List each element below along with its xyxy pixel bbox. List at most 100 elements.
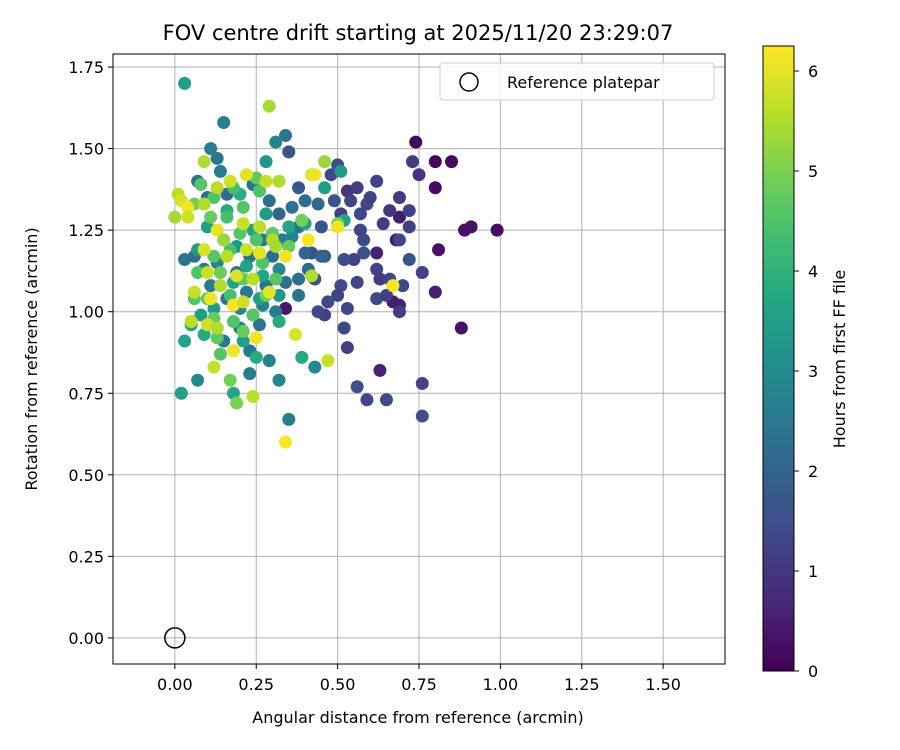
data-point bbox=[311, 305, 325, 319]
x-tick-label: 1.50 bbox=[645, 675, 681, 694]
data-points bbox=[168, 76, 504, 449]
data-point bbox=[239, 259, 253, 273]
data-point bbox=[249, 331, 263, 345]
data-point bbox=[233, 226, 247, 240]
data-point bbox=[353, 207, 367, 221]
data-point bbox=[288, 328, 302, 342]
colorbar-tick-label: 2 bbox=[808, 462, 818, 481]
data-point bbox=[220, 210, 234, 224]
data-point bbox=[197, 197, 211, 211]
data-point bbox=[350, 380, 364, 394]
data-point bbox=[252, 220, 266, 234]
data-point bbox=[295, 213, 309, 227]
data-point bbox=[259, 174, 273, 188]
legend-label: Reference platepar bbox=[507, 73, 660, 92]
data-point bbox=[246, 308, 260, 322]
y-tick-label: 1.75 bbox=[68, 58, 104, 77]
data-point bbox=[324, 168, 338, 182]
data-point bbox=[370, 246, 384, 260]
data-point bbox=[331, 288, 345, 302]
colorbar-tick-label: 6 bbox=[808, 62, 818, 81]
data-point bbox=[360, 393, 374, 407]
data-point bbox=[314, 220, 328, 234]
data-point bbox=[213, 164, 227, 178]
legend: Reference platepar bbox=[439, 62, 715, 101]
data-point bbox=[223, 288, 237, 302]
data-point bbox=[226, 344, 240, 358]
data-point bbox=[266, 249, 280, 263]
data-point bbox=[207, 249, 221, 263]
data-point bbox=[363, 191, 377, 205]
data-point bbox=[272, 174, 286, 188]
data-point bbox=[256, 269, 270, 283]
data-point bbox=[178, 334, 192, 348]
data-point bbox=[204, 142, 218, 156]
y-tick-label: 1.25 bbox=[68, 221, 104, 240]
colorbar: 0 1 2 3 4 5 6 Hours from first FF file bbox=[762, 45, 849, 681]
data-point bbox=[204, 210, 218, 224]
data-point bbox=[357, 246, 371, 260]
data-point bbox=[415, 376, 429, 390]
y-axis-ticks: 0.00 0.25 0.50 0.75 1.00 1.25 1.50 1.75 bbox=[68, 58, 113, 648]
data-point bbox=[282, 239, 296, 253]
y-axis-label: Rotation from reference (arcmin) bbox=[22, 227, 41, 490]
data-point bbox=[279, 275, 293, 289]
data-point bbox=[353, 223, 367, 237]
data-point bbox=[340, 184, 354, 198]
data-point bbox=[292, 181, 306, 195]
data-point bbox=[272, 373, 286, 387]
data-point bbox=[246, 390, 260, 404]
data-point bbox=[279, 249, 293, 263]
data-point bbox=[191, 373, 205, 387]
data-point bbox=[285, 230, 299, 244]
data-point bbox=[252, 184, 266, 198]
data-point bbox=[282, 220, 296, 234]
data-point bbox=[340, 341, 354, 355]
data-point bbox=[318, 181, 332, 195]
data-point bbox=[269, 305, 283, 319]
x-tick-label: 0.25 bbox=[238, 675, 274, 694]
data-point bbox=[370, 174, 384, 188]
data-point bbox=[239, 168, 253, 182]
data-point bbox=[321, 354, 335, 368]
data-point bbox=[379, 393, 393, 407]
data-point bbox=[402, 204, 416, 218]
data-point bbox=[412, 168, 426, 182]
x-tick-label: 1.00 bbox=[483, 675, 519, 694]
y-tick-label: 1.00 bbox=[68, 303, 104, 322]
data-point bbox=[282, 145, 296, 159]
data-point bbox=[318, 155, 332, 169]
data-point bbox=[308, 168, 322, 182]
data-point bbox=[191, 266, 205, 280]
colorbar-tick-label: 5 bbox=[808, 162, 818, 181]
data-point bbox=[194, 177, 208, 191]
data-point bbox=[279, 301, 293, 315]
data-point bbox=[428, 155, 442, 169]
data-point bbox=[259, 155, 273, 169]
data-point bbox=[432, 243, 446, 257]
data-point bbox=[428, 285, 442, 299]
data-point bbox=[256, 256, 270, 270]
data-point bbox=[279, 129, 293, 143]
data-point bbox=[168, 210, 182, 224]
data-point bbox=[350, 275, 364, 289]
data-point bbox=[226, 298, 240, 312]
data-point bbox=[269, 239, 283, 253]
data-point bbox=[184, 314, 198, 328]
data-point bbox=[181, 200, 195, 214]
data-point bbox=[415, 266, 429, 280]
data-point bbox=[200, 266, 214, 280]
colorbar-tick-label: 0 bbox=[808, 662, 818, 681]
data-point bbox=[239, 285, 253, 299]
x-tick-label: 0.75 bbox=[401, 675, 437, 694]
data-point bbox=[272, 314, 286, 328]
data-point bbox=[402, 220, 416, 234]
data-point bbox=[236, 217, 250, 231]
data-point bbox=[357, 233, 371, 247]
data-point bbox=[213, 347, 227, 361]
colorbar-ticks: 0 1 2 3 4 5 6 bbox=[794, 62, 818, 681]
data-point bbox=[217, 233, 231, 247]
data-point bbox=[246, 272, 260, 286]
data-point bbox=[269, 272, 283, 286]
data-point bbox=[405, 155, 419, 169]
